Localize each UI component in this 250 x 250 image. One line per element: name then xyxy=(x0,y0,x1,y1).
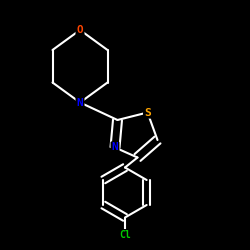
Text: N: N xyxy=(112,142,118,152)
Text: S: S xyxy=(144,108,151,118)
Text: N: N xyxy=(76,98,84,108)
Text: Cl: Cl xyxy=(119,230,131,240)
Text: O: O xyxy=(76,25,84,35)
